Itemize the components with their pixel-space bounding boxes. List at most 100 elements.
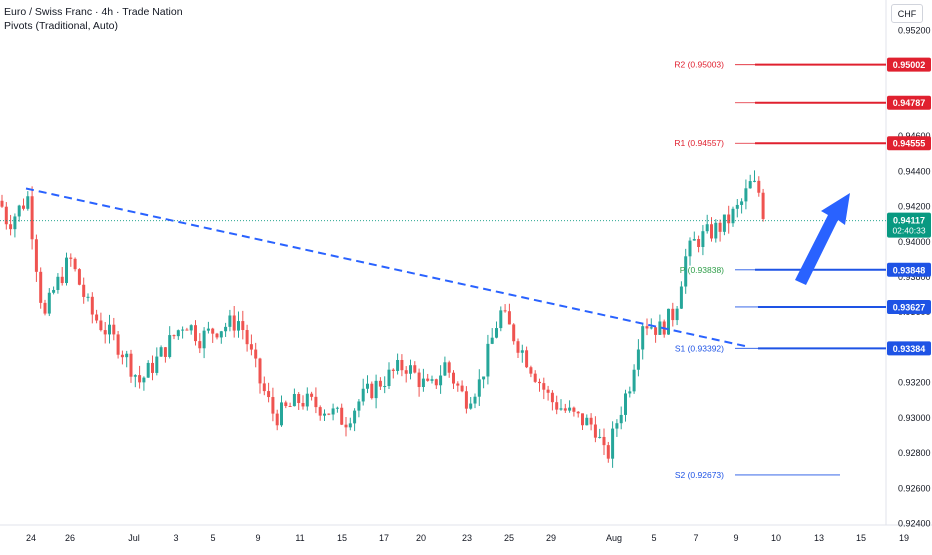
pivot-price-tag [887,299,931,314]
candle-body [323,413,326,416]
candle-body [189,325,193,331]
candle-body [593,424,597,438]
candle-body [65,257,68,284]
pivot-label: S2 (0.92673) [675,470,724,480]
candle-body [155,356,159,373]
x-tick-label: 10 [771,533,781,543]
candle-body [512,324,516,342]
candle-body [464,391,468,409]
x-tick-label: 5 [651,533,656,543]
candle-body [731,208,735,224]
x-tick-label: 9 [255,533,260,543]
candle-body [297,393,301,404]
candle-body [555,402,559,410]
candle-body [473,396,477,404]
candle-body [697,239,701,247]
y-tick-label: 0.93800 [898,272,931,282]
y-tick-label: 0.92600 [898,483,931,493]
candle-body [692,239,696,241]
candle-body [142,377,146,383]
candle-body [499,310,503,329]
candle-body [383,386,387,388]
candle-body [39,271,43,303]
candle-body [138,375,142,383]
pivot-price-tag-label: 0.94555 [893,139,926,149]
candle-body [301,403,305,407]
candle-body [391,369,395,371]
candle-body [602,436,606,446]
candle-body [744,188,748,202]
candle-body [348,423,352,428]
candle-body [649,327,653,329]
pivot-price-tag-label: 0.93384 [893,344,926,354]
y-tick-label: 0.94600 [898,131,931,141]
candle-body [671,308,675,321]
candle-body [563,408,567,411]
candle-body [108,324,111,335]
x-tick-label: 19 [899,533,909,543]
x-tick-label: 13 [814,533,824,543]
pivot-price-tag-label: 0.94787 [893,98,926,108]
x-tick-label: 17 [379,533,389,543]
candle-body [675,308,679,321]
candle-body [172,335,176,337]
candle-body [374,380,378,399]
candle-body [443,362,447,376]
candle-body [490,337,494,344]
candle-body [9,224,13,230]
candle-body [82,284,86,297]
candle-body [366,383,369,389]
candle-body [641,326,645,350]
candle-body [757,180,761,193]
current-price-value: 0.94117 [893,216,925,226]
candle-body [340,407,344,425]
candle-body [606,445,610,459]
x-tick-label: 24 [26,533,36,543]
candle-body [151,362,154,373]
y-tick-label: 0.93200 [898,378,931,388]
candle-body [701,231,705,247]
candle-body [645,326,649,329]
candle-body [507,311,511,325]
candle-body [353,410,357,424]
currency-button[interactable]: CHF [891,4,923,23]
y-tick-label: 0.95200 [898,26,931,36]
pivot-price-tag-label: 0.93627 [893,302,926,312]
candle-body [684,256,688,287]
candle-body [0,200,4,207]
candle-body [228,315,232,327]
pivot-label: S1 (0.93392) [675,343,724,353]
candle-body [748,181,752,189]
candle-body [378,380,382,387]
candle-body [452,372,455,384]
candle-body [615,423,619,429]
candle-body [705,224,709,232]
candle-body [237,321,240,331]
x-tick-label: Jul [128,533,140,543]
x-tick-label: 20 [416,533,426,543]
candle-body [477,379,481,397]
candle-body [13,216,17,230]
y-tick-label: 0.94400 [898,166,931,176]
candle-body [460,385,464,392]
candle-body [740,201,744,205]
candle-body [305,393,309,407]
candle-body [598,436,602,438]
candle-body [404,370,408,374]
candle-body [176,330,180,337]
candle-body [146,362,150,378]
candle-body [624,393,627,415]
candle-body [202,330,206,349]
candle-body [258,358,262,384]
candle-body [198,341,202,349]
x-tick-label: 11 [295,533,304,543]
y-tick-label: 0.94000 [898,237,931,247]
candle-body [456,383,460,386]
pivot-price-tag [887,341,931,356]
candle-body [99,320,103,331]
candle-body [576,411,580,414]
candle-body [77,269,81,285]
candle-body [589,417,593,425]
